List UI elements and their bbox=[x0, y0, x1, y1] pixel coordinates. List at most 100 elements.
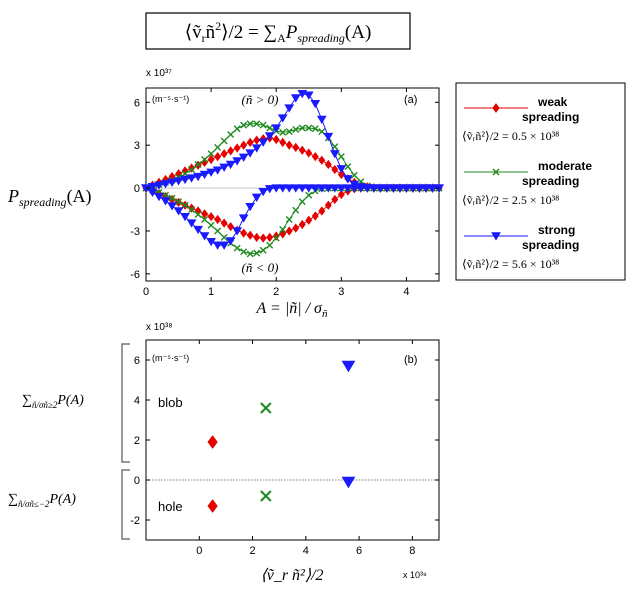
weak-spreading-negative-point-18 bbox=[259, 233, 267, 243]
moderate-spreading-positive-point-27 bbox=[318, 128, 326, 136]
strong-spreading-positive-point-30 bbox=[336, 165, 347, 174]
strong-spreading-negative-point-32 bbox=[349, 184, 360, 193]
strong-spreading-positive-point-11 bbox=[212, 166, 223, 175]
strong-spreading-negative-point-11 bbox=[212, 241, 223, 250]
strong-spreading-positive-point-27 bbox=[316, 115, 327, 125]
header-formula: ⟨ṽrñ2⟩/2 = ∑APspreading(A) bbox=[145, 12, 411, 50]
strong-spreading-negative-point-40 bbox=[401, 184, 412, 193]
moderate-spreading-negative-point-24 bbox=[298, 198, 306, 206]
weak-spreading-positive-point-29 bbox=[331, 164, 339, 175]
weak-spreading-negative-point-30 bbox=[337, 189, 345, 200]
moderate-spreading-positive-point-16 bbox=[246, 120, 254, 128]
panel-a-ylabel: Pspreading(A) bbox=[7, 186, 92, 209]
strong-spreading-negative-point-25 bbox=[303, 184, 314, 193]
moderate-spreading-positive-point-11 bbox=[214, 143, 222, 151]
moderate-spreading-positive-point-31 bbox=[344, 163, 352, 171]
panel-a-xtick-label-4: 4 bbox=[403, 286, 409, 298]
moderate-spreading-negative-point-25 bbox=[305, 191, 313, 199]
strong-spreading-negative-point-16 bbox=[245, 202, 256, 212]
weak-spreading-negative-point-16 bbox=[246, 230, 254, 240]
moderate-spreading-positive-point-24 bbox=[298, 124, 306, 132]
strong-spreading-positive-point-13 bbox=[225, 160, 236, 170]
strong-spreading-negative-point-33 bbox=[355, 184, 366, 193]
panel-a-series-group bbox=[141, 90, 444, 258]
strong-spreading-negative-point-24 bbox=[297, 184, 308, 193]
panel-a-xtick-label-1: 1 bbox=[208, 286, 214, 298]
weak-spreading-positive-point-28 bbox=[324, 159, 332, 170]
strong-spreading-positive-point-10 bbox=[206, 168, 216, 177]
weak-spreading-positive-point-14 bbox=[233, 143, 241, 153]
panel-a-xtick-label-0: 0 bbox=[143, 286, 149, 298]
panel-a-units: (m⁻⁵·s⁻¹) bbox=[152, 94, 189, 104]
weak-spreading-negative-point-22 bbox=[285, 226, 293, 236]
annotation-positive: (ñ > 0) bbox=[242, 92, 279, 107]
header-box bbox=[145, 12, 411, 50]
panel-b-point-0 bbox=[207, 435, 218, 449]
strong-spreading-negative-point-7 bbox=[186, 219, 197, 228]
moderate-spreading-positive-point-26 bbox=[311, 125, 319, 133]
strong-spreading-negative-point-8 bbox=[193, 225, 203, 235]
moderate-spreading-positive-point-8 bbox=[194, 160, 202, 168]
region-label-hole: hole bbox=[158, 499, 183, 514]
strong-spreading-negative-point-35 bbox=[369, 184, 379, 193]
strong-spreading-negative-point-34 bbox=[362, 184, 373, 193]
strong-spreading-positive-point-1 bbox=[147, 182, 158, 192]
weak-spreading-negative-point-9 bbox=[201, 209, 209, 219]
panel-b-points-group bbox=[207, 360, 356, 513]
weak-spreading-negative-point-25 bbox=[305, 215, 313, 225]
weak-spreading-negative-point-27 bbox=[318, 206, 326, 216]
strong-spreading-negative-point-37 bbox=[382, 184, 392, 193]
panel-b-point-5 bbox=[341, 476, 356, 489]
strong-spreading-positive-point-6 bbox=[180, 175, 190, 185]
strong-spreading-positive-point-17 bbox=[251, 144, 262, 153]
moderate-spreading-negative-point-11 bbox=[214, 227, 222, 235]
strong-spreading-positive-point-20 bbox=[271, 124, 282, 133]
moderate-spreading-negative-point-12 bbox=[220, 233, 228, 241]
moderate-spreading-positive-point-23 bbox=[292, 125, 300, 133]
strong-spreading-positive-point-12 bbox=[219, 163, 230, 172]
strong-spreading-negative-point-5 bbox=[173, 207, 184, 216]
panel-b-axes-frame bbox=[145, 339, 440, 541]
moderate-spreading-negative-point-22 bbox=[285, 216, 293, 224]
legend-marker-1 bbox=[492, 168, 500, 176]
panel-b-point-3 bbox=[260, 490, 272, 502]
brace-label-top: ∑ñ/σñ≥2P(A) bbox=[22, 393, 84, 410]
strong-spreading-negative-point-9 bbox=[199, 232, 210, 241]
panel-b-multiplier: x 10³⁸ bbox=[146, 322, 172, 333]
strong-spreading-negative-point-29 bbox=[329, 184, 340, 193]
strong-spreading-positive-point-8 bbox=[193, 172, 203, 182]
legend-box bbox=[455, 82, 626, 281]
strong-spreading-positive-point-26 bbox=[310, 100, 321, 109]
strong-spreading-negative-point-19 bbox=[264, 185, 275, 194]
weak-spreading-negative-point-10 bbox=[207, 212, 215, 222]
moderate-spreading-positive-point-17 bbox=[253, 120, 261, 128]
weak-spreading-negative-point-20 bbox=[272, 231, 280, 241]
strong-spreading-negative-point-15 bbox=[238, 214, 249, 223]
panel-b-ytick-label-0: -2 bbox=[130, 515, 140, 527]
moderate-spreading-negative-point-23 bbox=[292, 206, 300, 214]
panel-a-xtick-label-3: 3 bbox=[338, 286, 344, 298]
moderate-spreading-negative-point-18 bbox=[259, 246, 267, 254]
weak-spreading-negative-point-17 bbox=[253, 232, 261, 243]
moderate-spreading-positive-point-14 bbox=[233, 125, 241, 133]
weak-spreading-negative-point-12 bbox=[220, 218, 228, 228]
panel-b-units: (m⁻⁵·s⁻¹) bbox=[152, 353, 189, 363]
moderate-spreading-positive-point-13 bbox=[227, 130, 235, 138]
moderate-spreading-positive-point-32 bbox=[350, 171, 358, 179]
strong-spreading-negative-point-38 bbox=[388, 184, 399, 193]
legend-value-1: ⟨ṽᵣñ²⟩/2 = 2.5 × 10³⁸ bbox=[462, 193, 559, 207]
strong-spreading-negative-point-43 bbox=[421, 184, 431, 193]
legend-label-line1-0: weak bbox=[537, 95, 568, 109]
moderate-spreading-negative-point-19 bbox=[266, 241, 274, 249]
strong-spreading-negative-point-31 bbox=[342, 184, 353, 193]
panel-a-ytick-label-0: -6 bbox=[130, 269, 140, 281]
moderate-spreading-negative-point-10 bbox=[207, 221, 215, 229]
legend-label-line1-1: moderate bbox=[538, 159, 592, 173]
strong-spreading-negative-point-23 bbox=[290, 184, 301, 193]
moderate-spreading-positive-point-25 bbox=[305, 124, 313, 132]
